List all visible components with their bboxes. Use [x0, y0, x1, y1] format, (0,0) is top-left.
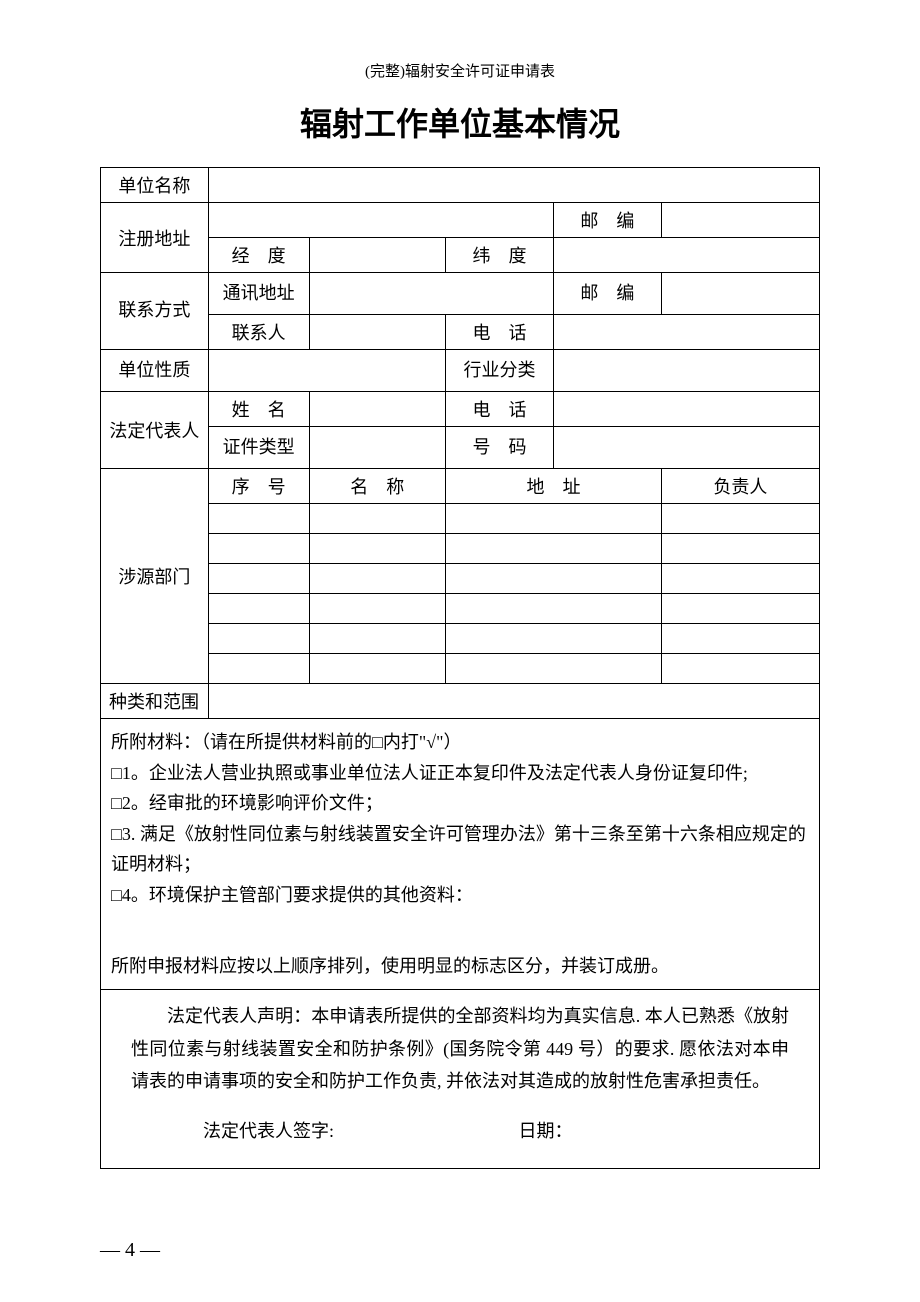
- value-reg-address[interactable]: [208, 203, 553, 238]
- source-name-3[interactable]: [309, 564, 446, 594]
- attachments-cell: 所附材料：（请在所提供材料前的□内打"√"） □1。企业法人营业执照或事业单位法…: [101, 719, 820, 990]
- label-dept-name: 名 称: [309, 469, 446, 504]
- value-comm-addr[interactable]: [309, 273, 553, 315]
- row-category: 种类和范围: [101, 684, 820, 719]
- row-unit-name: 单位名称: [101, 168, 820, 203]
- label-unit-nature: 单位性质: [101, 350, 209, 392]
- source-name-2[interactable]: [309, 534, 446, 564]
- row-contact-1: 联系方式 通讯地址 邮 编: [101, 273, 820, 315]
- sign-label: 法定代表人签字:: [203, 1121, 334, 1141]
- source-resp-6[interactable]: [661, 654, 819, 684]
- source-addr-5[interactable]: [446, 624, 662, 654]
- row-reg-address-2: 经 度 纬 度: [101, 238, 820, 273]
- source-row-1: [101, 504, 820, 534]
- source-addr-2[interactable]: [446, 534, 662, 564]
- source-row-5: [101, 624, 820, 654]
- value-industry[interactable]: [553, 350, 819, 392]
- source-resp-3[interactable]: [661, 564, 819, 594]
- attachments-note: 所附申报材料应按以上顺序排列，使用明显的标志区分，并装订成册。: [111, 951, 809, 982]
- row-unit-nature: 单位性质 行业分类: [101, 350, 820, 392]
- sign-row: 法定代表人签字: 日期：: [131, 1115, 789, 1147]
- label-category-scope: 种类和范围: [101, 684, 209, 719]
- source-row-2: [101, 534, 820, 564]
- source-name-1[interactable]: [309, 504, 446, 534]
- source-seq-1[interactable]: [208, 504, 309, 534]
- value-postal-1[interactable]: [661, 203, 819, 238]
- row-reg-address-1: 注册地址 邮 编: [101, 203, 820, 238]
- value-unit-name[interactable]: [208, 168, 819, 203]
- value-postal-2[interactable]: [661, 273, 819, 315]
- declaration-cell: 法定代表人声明：本申请表所提供的全部资料均为真实信息. 本人已熟悉《放射性同位素…: [101, 990, 820, 1169]
- row-declaration: 法定代表人声明：本申请表所提供的全部资料均为真实信息. 本人已熟悉《放射性同位素…: [101, 990, 820, 1169]
- label-phone-2: 电 话: [446, 392, 554, 427]
- label-latitude: 纬 度: [446, 238, 554, 273]
- page-title: 辐射工作单位基本情况: [100, 99, 820, 145]
- source-row-6: [101, 654, 820, 684]
- value-longitude[interactable]: [309, 238, 446, 273]
- page-number: — 4 —: [100, 1239, 160, 1262]
- date-label: 日期：: [519, 1115, 573, 1147]
- source-name-4[interactable]: [309, 594, 446, 624]
- attachments-item3[interactable]: □3. 满足《放射性同位素与射线装置安全许可管理办法》第十三条至第十六条相应规定…: [111, 819, 809, 880]
- source-addr-3[interactable]: [446, 564, 662, 594]
- source-seq-2[interactable]: [208, 534, 309, 564]
- source-name-6[interactable]: [309, 654, 446, 684]
- value-unit-nature[interactable]: [208, 350, 445, 392]
- label-name: 姓 名: [208, 392, 309, 427]
- value-name[interactable]: [309, 392, 446, 427]
- row-legal-2: 证件类型 号 码: [101, 427, 820, 469]
- source-seq-5[interactable]: [208, 624, 309, 654]
- source-seq-6[interactable]: [208, 654, 309, 684]
- value-id-type[interactable]: [309, 427, 446, 469]
- row-legal-1: 法定代表人 姓 名 电 话: [101, 392, 820, 427]
- row-contact-2: 联系人 电 话: [101, 315, 820, 350]
- source-addr-6[interactable]: [446, 654, 662, 684]
- label-contact-person: 联系人: [208, 315, 309, 350]
- attachments-item4[interactable]: □4。环境保护主管部门要求提供的其他资料：: [111, 880, 809, 911]
- label-id-number: 号 码: [446, 427, 554, 469]
- source-row-4: [101, 594, 820, 624]
- label-source-dept: 涉源部门: [101, 469, 209, 684]
- header-small: (完整)辐射安全许可证申请表: [100, 60, 820, 81]
- attachments-intro: 所附材料：（请在所提供材料前的□内打"√"）: [111, 727, 809, 758]
- attachments-item2[interactable]: □2。经审批的环境影响评价文件；: [111, 788, 809, 819]
- declaration-body: 法定代表人声明：本申请表所提供的全部资料均为真实信息. 本人已熟悉《放射性同位素…: [131, 1000, 789, 1097]
- row-attachments: 所附材料：（请在所提供材料前的□内打"√"） □1。企业法人营业执照或事业单位法…: [101, 719, 820, 990]
- source-addr-1[interactable]: [446, 504, 662, 534]
- value-contact-person[interactable]: [309, 315, 446, 350]
- source-resp-1[interactable]: [661, 504, 819, 534]
- label-industry: 行业分类: [446, 350, 554, 392]
- source-seq-3[interactable]: [208, 564, 309, 594]
- label-contact: 联系方式: [101, 273, 209, 350]
- label-phone-1: 电 话: [446, 315, 554, 350]
- label-seq: 序 号: [208, 469, 309, 504]
- value-phone-1[interactable]: [553, 315, 819, 350]
- source-resp-2[interactable]: [661, 534, 819, 564]
- label-responsible: 负责人: [661, 469, 819, 504]
- label-unit-name: 单位名称: [101, 168, 209, 203]
- label-id-type: 证件类型: [208, 427, 309, 469]
- value-phone-2[interactable]: [553, 392, 819, 427]
- label-postal-2: 邮 编: [553, 273, 661, 315]
- label-longitude: 经 度: [208, 238, 309, 273]
- label-legal-rep: 法定代表人: [101, 392, 209, 469]
- source-resp-5[interactable]: [661, 624, 819, 654]
- source-seq-4[interactable]: [208, 594, 309, 624]
- value-latitude[interactable]: [553, 238, 819, 273]
- source-row-3: [101, 564, 820, 594]
- form-table: 单位名称 注册地址 邮 编 经 度 纬 度 联系方式 通讯地址 邮 编 联系人 …: [100, 167, 820, 1169]
- label-comm-addr: 通讯地址: [208, 273, 309, 315]
- source-name-5[interactable]: [309, 624, 446, 654]
- source-addr-4[interactable]: [446, 594, 662, 624]
- label-reg-address: 注册地址: [101, 203, 209, 273]
- value-category-scope[interactable]: [208, 684, 819, 719]
- label-postal-1: 邮 编: [553, 203, 661, 238]
- source-resp-4[interactable]: [661, 594, 819, 624]
- label-dept-address: 地 址: [446, 469, 662, 504]
- row-source-header: 涉源部门 序 号 名 称 地 址 负责人: [101, 469, 820, 504]
- attachments-item1[interactable]: □1。企业法人营业执照或事业单位法人证正本复印件及法定代表人身份证复印件;: [111, 758, 809, 789]
- value-id-number[interactable]: [553, 427, 819, 469]
